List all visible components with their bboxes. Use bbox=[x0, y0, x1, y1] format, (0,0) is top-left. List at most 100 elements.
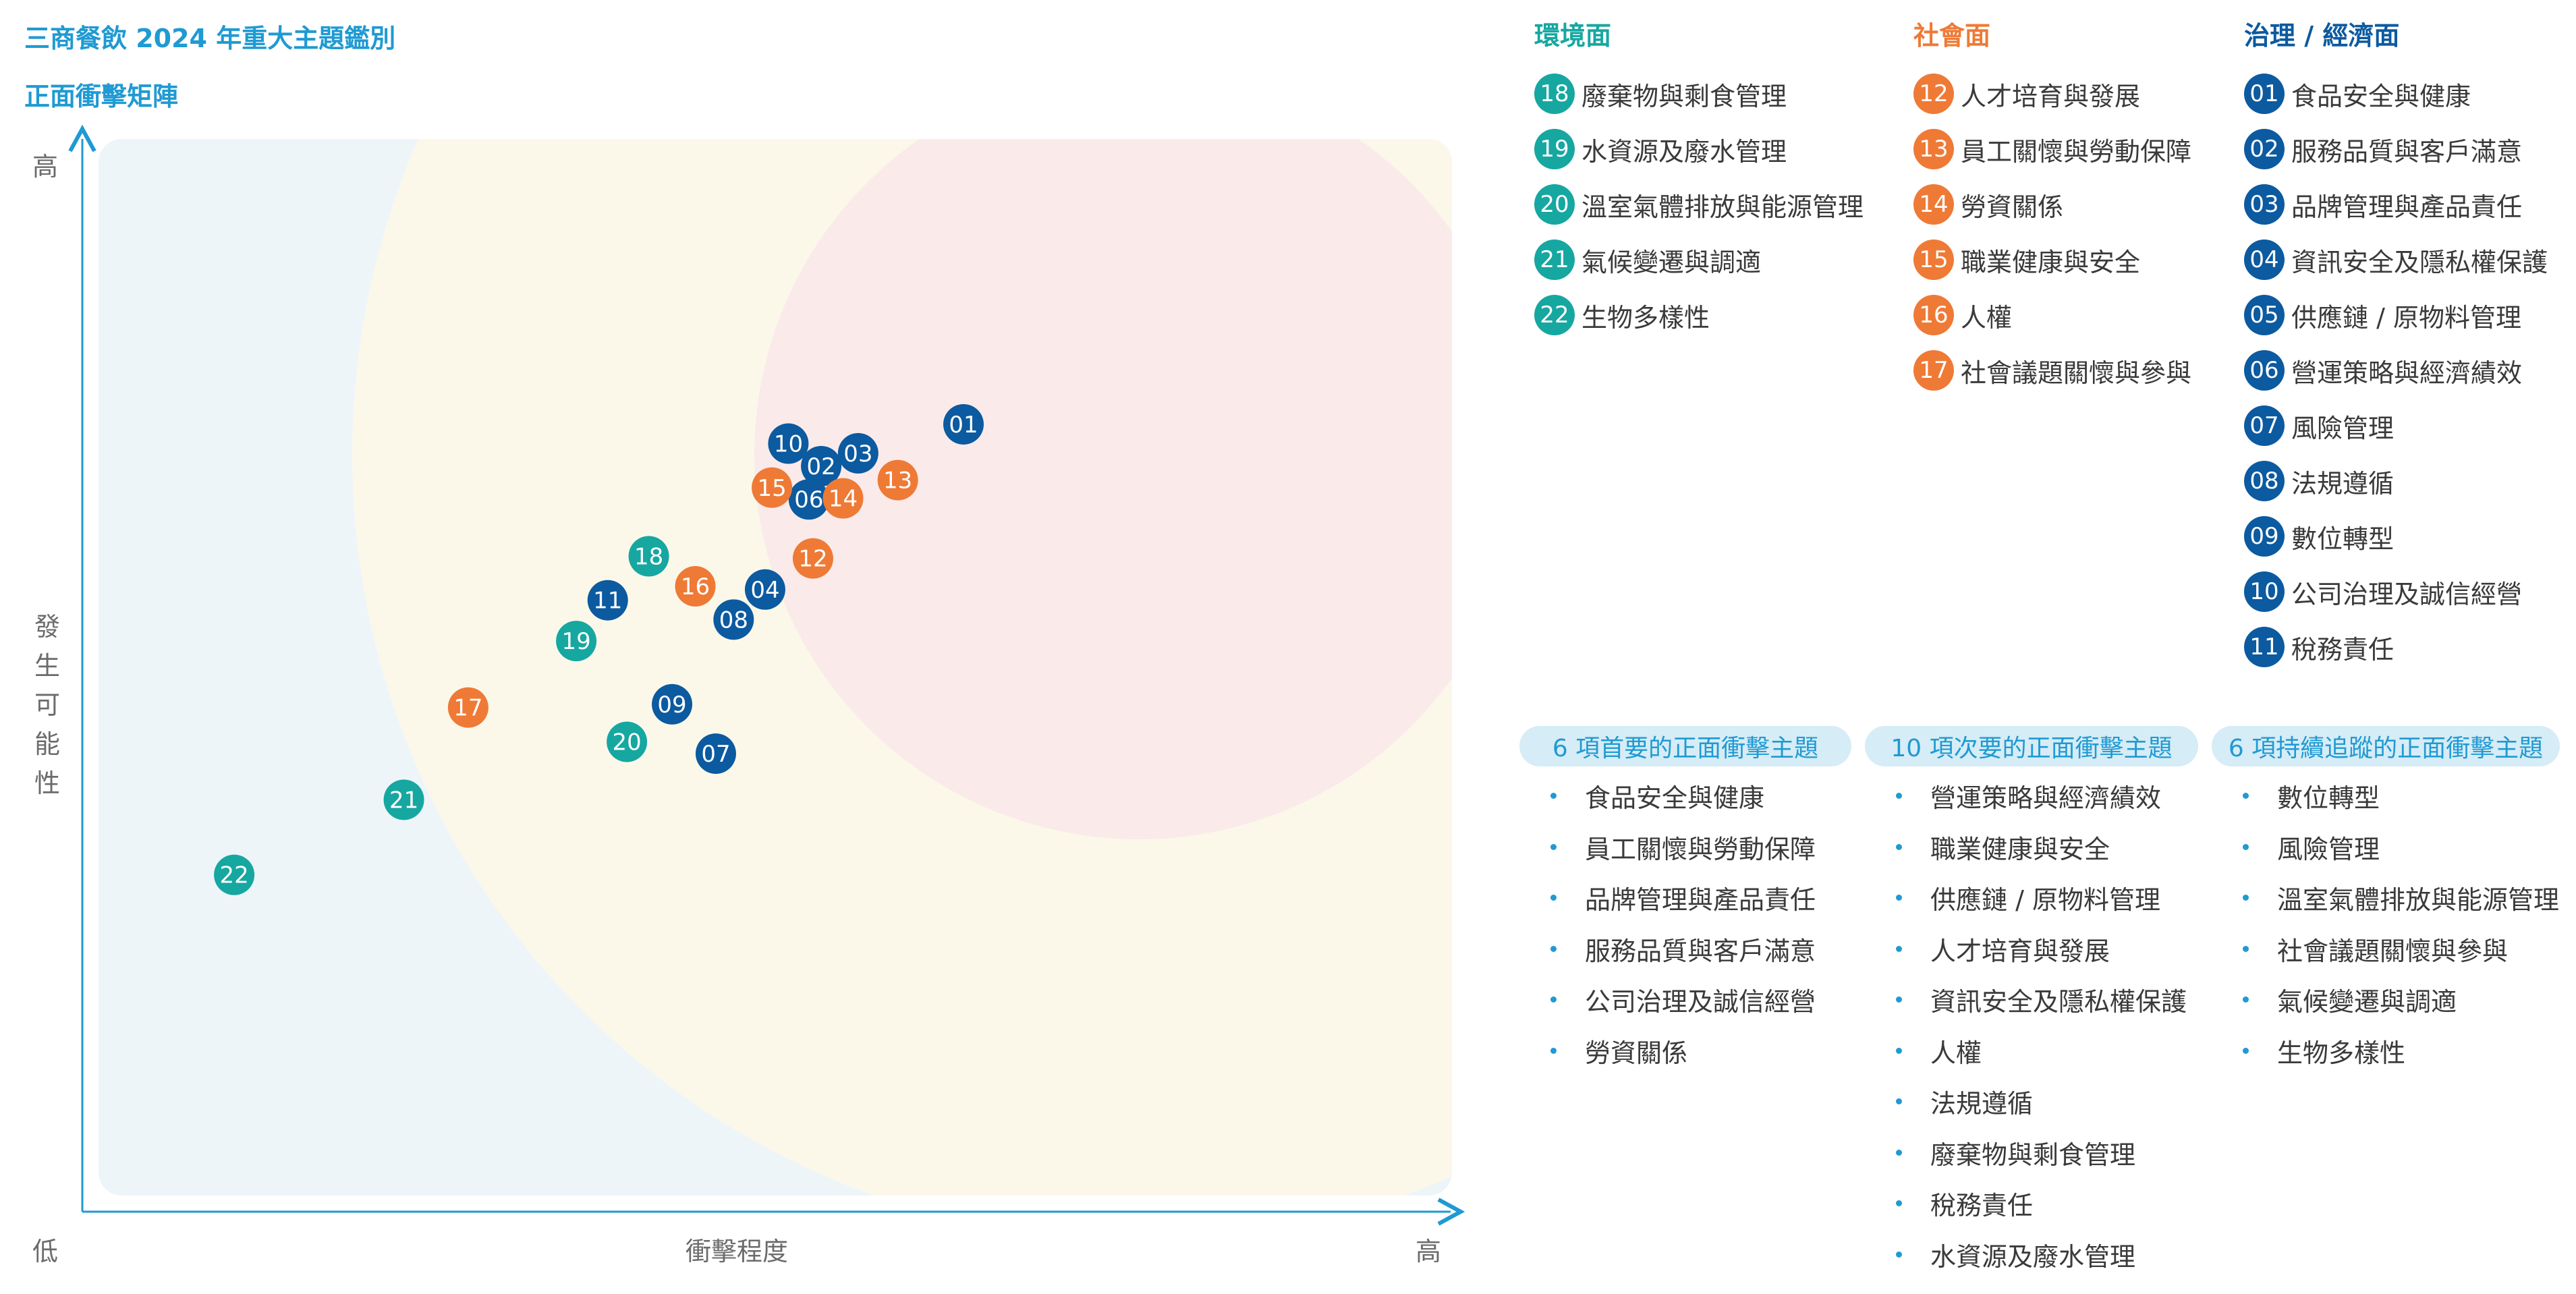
group-list-item: 法規遵循 bbox=[1865, 1076, 2198, 1127]
group-item-label: 數位轉型 bbox=[2277, 783, 2380, 814]
data-point-10: 10 bbox=[768, 423, 809, 464]
legend-label: 品牌管理與產品責任 bbox=[2291, 192, 2523, 222]
bullet-icon bbox=[2243, 996, 2249, 1003]
group-list-item: 公司治理及誠信經營 bbox=[1519, 974, 1851, 1025]
data-point-09: 09 bbox=[652, 683, 693, 725]
data-point-marker bbox=[752, 467, 793, 508]
y-axis-title-char: 可 bbox=[34, 690, 60, 720]
legend-label: 公司治理及誠信經營 bbox=[2291, 579, 2523, 609]
bullet-icon bbox=[1550, 793, 1557, 799]
data-point-label: 17 bbox=[453, 695, 482, 722]
legend-item-22: 22 生物多樣性 bbox=[1534, 287, 1864, 343]
group-item-label: 人才培育與發展 bbox=[1930, 936, 2110, 966]
legend-badge: 09 bbox=[2244, 516, 2285, 557]
data-point-marker bbox=[713, 599, 754, 640]
legend-badge: 03 bbox=[2244, 184, 2285, 225]
legend-label: 人權 bbox=[1961, 302, 2013, 333]
legend-badge: 15 bbox=[1913, 240, 1954, 280]
legend-label: 勞資關係 bbox=[1961, 192, 2064, 222]
data-point-marker bbox=[214, 854, 255, 895]
legend-badge: 08 bbox=[2244, 461, 2285, 501]
legend-governance: 治理 / 經濟面 01 食品安全與健康 02 服務品質與客戶滿意 03 品牌管理與產品責任… bbox=[2244, 20, 2548, 675]
data-point-marker bbox=[556, 621, 597, 662]
bullet-icon bbox=[1896, 1251, 1902, 1258]
legend-badge: 06 bbox=[2244, 350, 2285, 391]
legend-item-10: 10 公司治理及誠信經營 bbox=[2244, 564, 2548, 619]
legend-label: 溫室氣體排放與能源管理 bbox=[1581, 192, 1864, 222]
y-axis-title-char: 性 bbox=[34, 768, 60, 798]
data-point-label: 16 bbox=[681, 573, 710, 600]
group-title-pill: 10 項次要的正面衝擊主題 bbox=[1865, 726, 2198, 766]
data-point-label: 02 bbox=[806, 453, 835, 480]
legend-badge: 04 bbox=[2244, 240, 2285, 280]
data-point-label: 15 bbox=[757, 475, 786, 502]
group-item-label: 氣候變遷與調適 bbox=[2277, 987, 2457, 1017]
group-list-item: 氣候變遷與調適 bbox=[2212, 974, 2560, 1025]
legend-heading-social: 社會面 bbox=[1913, 21, 1991, 51]
legend-badge: 02 bbox=[2244, 129, 2285, 169]
group-tracking: 6 項持續追蹤的正面衝擊主題 數位轉型 風險管理 溫室氣體排放與能源管理 社會議題關懷與… bbox=[2212, 726, 2560, 1076]
legend-item-01: 01 食品安全與健康 bbox=[2244, 66, 2548, 121]
data-point-08: 08 bbox=[713, 599, 754, 640]
data-point-label: 03 bbox=[843, 441, 872, 468]
legend-badge: 21 bbox=[1534, 240, 1575, 280]
legend-item-20: 20 溫室氣體排放與能源管理 bbox=[1534, 177, 1864, 232]
y-axis-title-char: 發 bbox=[34, 612, 60, 642]
legend-badge: 20 bbox=[1534, 184, 1575, 225]
data-point-02: 02 bbox=[801, 445, 842, 486]
bullet-icon bbox=[1550, 895, 1557, 901]
plot-background bbox=[99, 139, 1452, 1195]
group-item-label: 員工關懷與勞動保障 bbox=[1585, 834, 1816, 864]
data-point-label: 19 bbox=[561, 628, 590, 655]
data-point-marker bbox=[877, 459, 918, 501]
legend-label: 資訊安全及隱私權保護 bbox=[2291, 247, 2548, 277]
group-list-item: 人權 bbox=[1865, 1025, 2198, 1077]
legend-item-11: 11 稅務責任 bbox=[2244, 619, 2548, 675]
legend-badge: 13 bbox=[1913, 129, 1954, 169]
data-point-marker bbox=[744, 569, 785, 610]
group-item-label: 食品安全與健康 bbox=[1585, 783, 1765, 814]
data-point-marker bbox=[768, 423, 809, 464]
group-item-label: 品牌管理與產品責任 bbox=[1585, 885, 1816, 916]
group-list-item: 品牌管理與產品責任 bbox=[1519, 872, 1851, 924]
legend-item-18: 18 廢棄物與剩食管理 bbox=[1534, 66, 1864, 121]
y-axis-title-char: 生 bbox=[34, 651, 60, 681]
legend-item-15: 15 職業健康與安全 bbox=[1913, 232, 2191, 287]
legend-badge: 18 bbox=[1534, 74, 1575, 114]
y-axis-title: 發生可能性 bbox=[34, 607, 61, 803]
data-point-21: 21 bbox=[383, 779, 424, 820]
bullet-icon bbox=[1896, 895, 1902, 901]
data-point-marker bbox=[675, 566, 716, 607]
legend-item-14: 14 勞資關係 bbox=[1913, 177, 2191, 232]
data-point-marker bbox=[792, 538, 833, 579]
y-axis-high-label: 高 bbox=[32, 152, 59, 181]
data-point-label: 12 bbox=[798, 546, 827, 573]
legend-badge: 14 bbox=[1913, 184, 1954, 225]
legend-label: 稅務責任 bbox=[2291, 634, 2395, 665]
legend-label: 人才培育與發展 bbox=[1961, 81, 2141, 111]
bullet-icon bbox=[2243, 945, 2249, 952]
group-list-item: 溫室氣體排放與能源管理 bbox=[2212, 872, 2560, 924]
legend-social: 社會面 12 人才培育與發展 13 員工關懷與勞動保障 14 勞資關係 15 職業健康與安全 1… bbox=[1913, 20, 2191, 398]
data-point-marker bbox=[652, 683, 693, 725]
legend-label: 營運策略與經濟績效 bbox=[2291, 358, 2523, 388]
data-point-label: 10 bbox=[774, 431, 803, 458]
data-point-17: 17 bbox=[447, 687, 488, 728]
data-point-15: 15 bbox=[752, 467, 793, 508]
data-point-label: 04 bbox=[750, 577, 779, 604]
legend-badge: 11 bbox=[2244, 627, 2285, 667]
legend-item-16: 16 人權 bbox=[1913, 287, 2191, 343]
data-points: 01 02 03 04 06 07 08 09 10 11 12 13 14 15 16 17 18 19 20 21… bbox=[214, 403, 984, 895]
group-item-label: 風險管理 bbox=[2277, 834, 2380, 864]
data-point-19: 19 bbox=[556, 621, 597, 662]
bullet-icon bbox=[2243, 1047, 2249, 1054]
x-axis-high-label: 高 bbox=[1416, 1237, 1442, 1266]
bullet-icon bbox=[2243, 895, 2249, 901]
x-axis-low-label: 低 bbox=[32, 1237, 59, 1266]
legend-label: 供應鏈 / 原物料管理 bbox=[2291, 302, 2521, 333]
data-point-marker bbox=[447, 687, 488, 728]
legend-badge: 07 bbox=[2244, 405, 2285, 446]
legend-item-08: 08 法規遵循 bbox=[2244, 453, 2548, 509]
group-list-item: 稅務責任 bbox=[1865, 1178, 2198, 1229]
legend-item-05: 05 供應鏈 / 原物料管理 bbox=[2244, 287, 2548, 343]
